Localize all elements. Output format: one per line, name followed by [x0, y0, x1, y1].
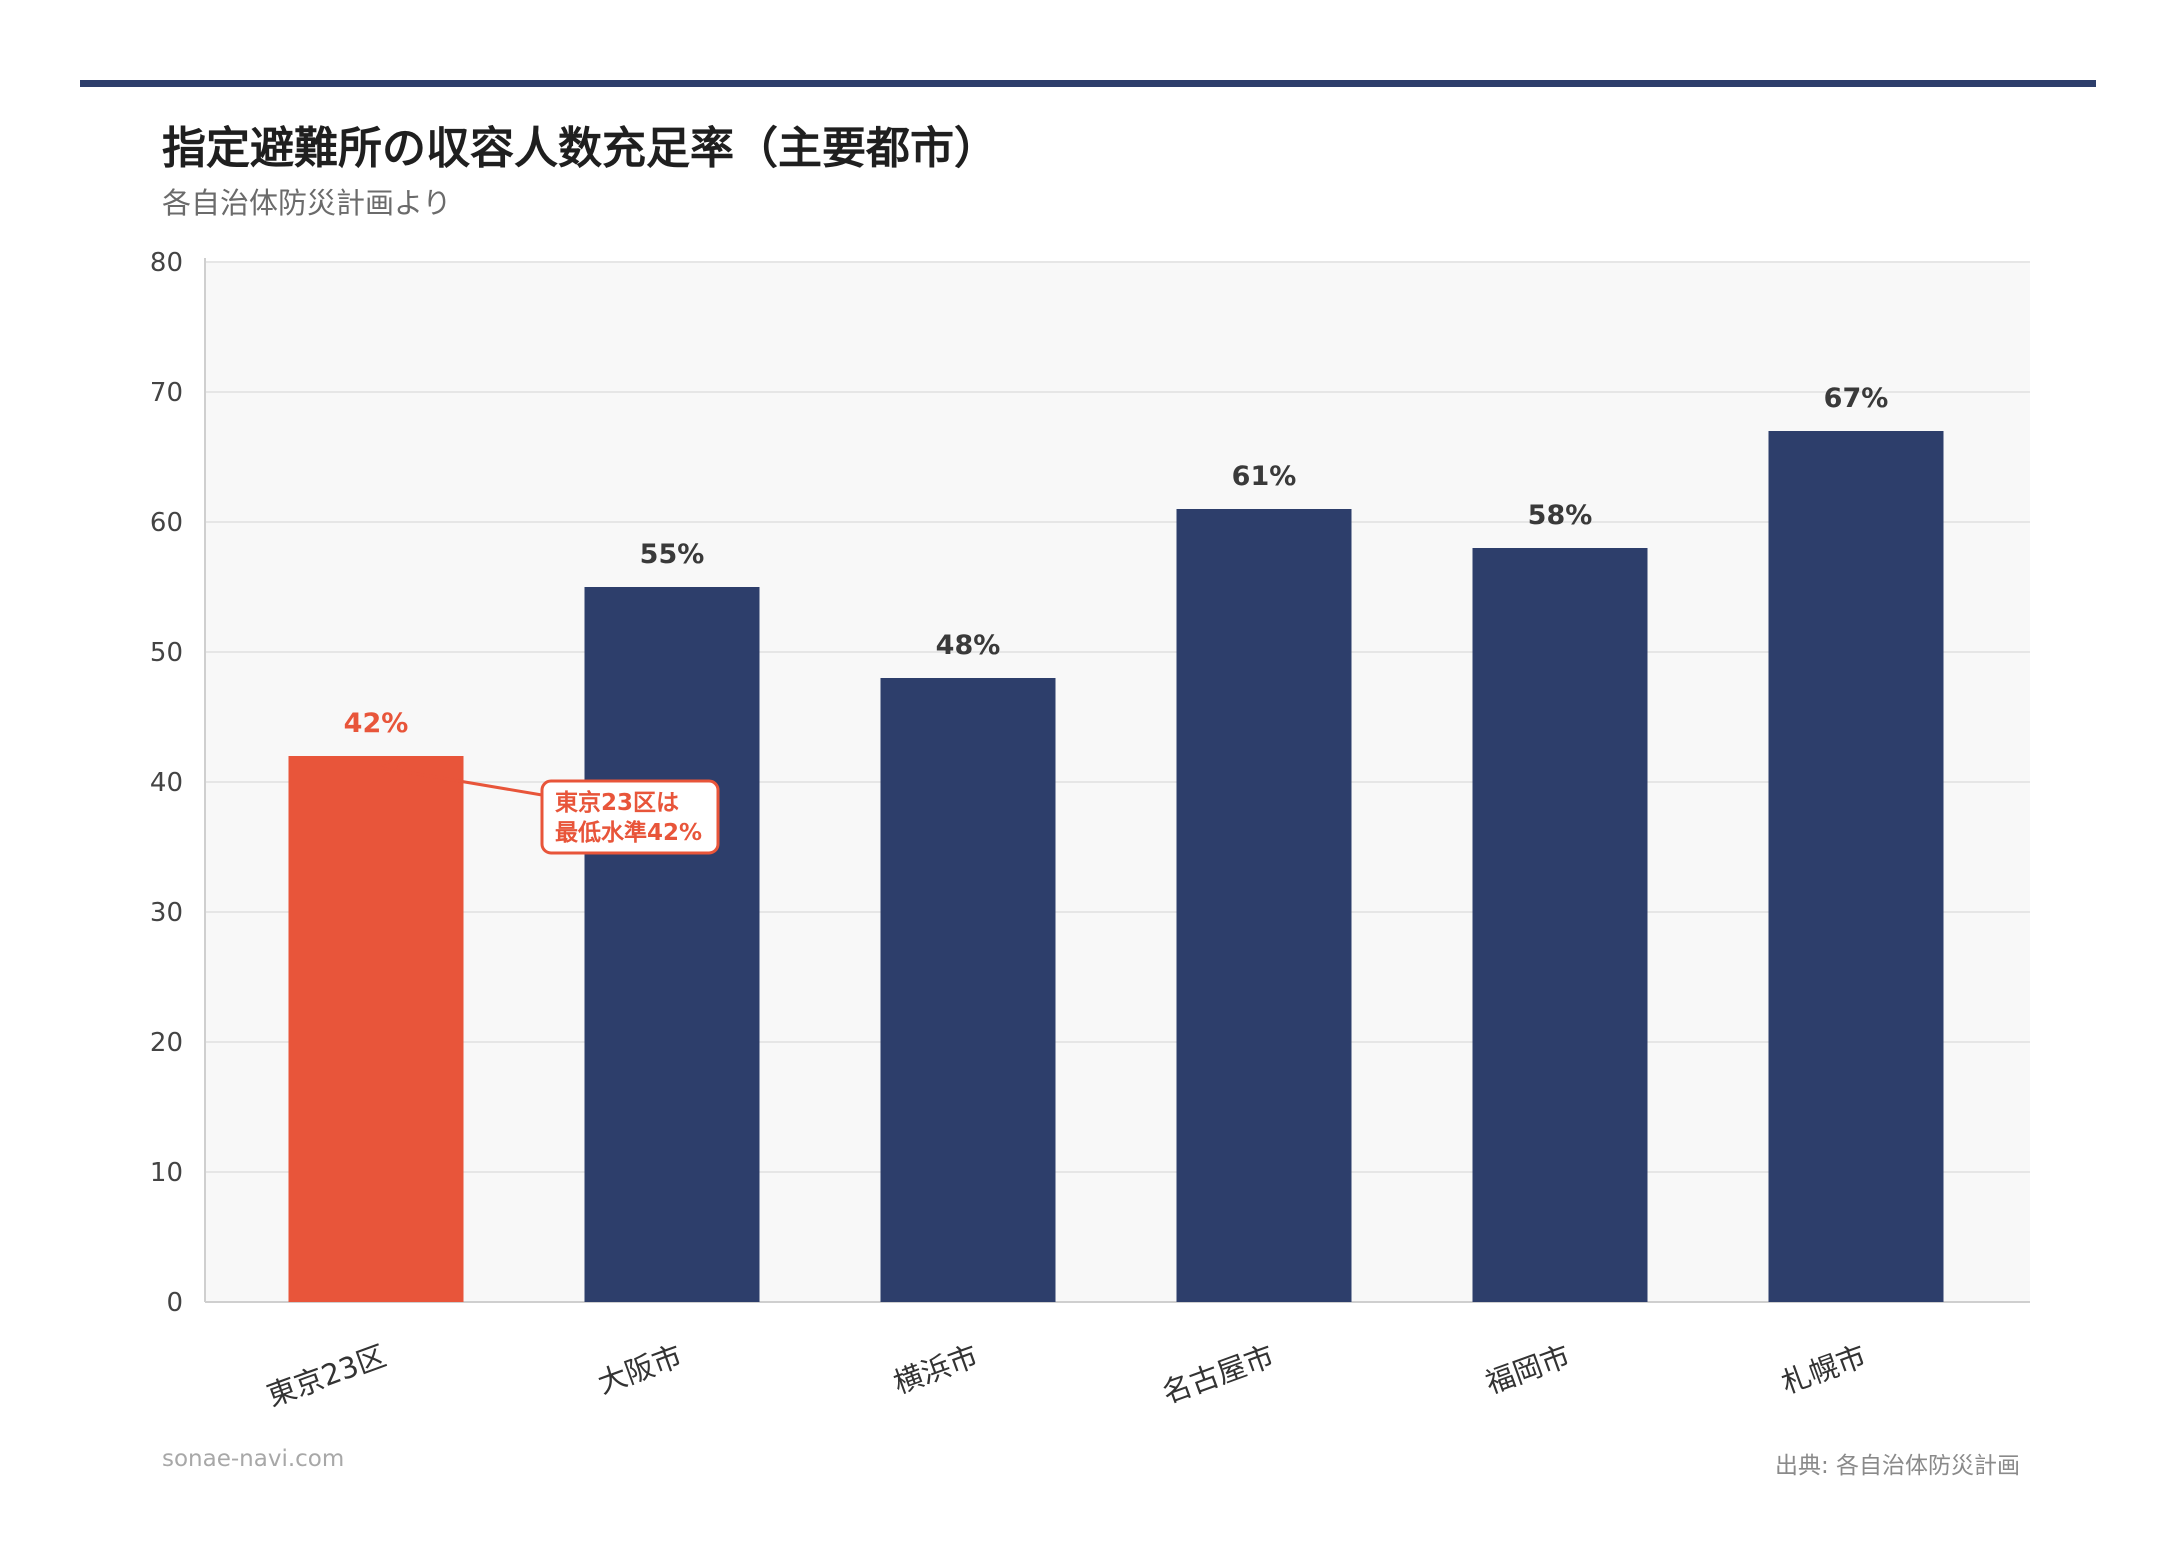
- category-label: 大阪市: [593, 1339, 686, 1401]
- data-label: 67%: [1824, 383, 1889, 414]
- y-tick-label: 10: [150, 1158, 183, 1188]
- data-label: 42%: [344, 708, 409, 739]
- y-tick-label: 80: [150, 248, 183, 278]
- data-label: 48%: [936, 630, 1001, 661]
- bar: [1176, 509, 1352, 1302]
- bar: [1472, 548, 1648, 1302]
- source-credit: 出典: 各自治体防災計画: [1774, 1453, 2020, 1479]
- annotation-arrowhead: [380, 760, 400, 770]
- category-label: 名古屋市: [1158, 1339, 1279, 1411]
- category-label: 横浜市: [889, 1339, 982, 1401]
- data-label: 61%: [1232, 461, 1297, 492]
- data-label: 58%: [1528, 500, 1593, 531]
- bar: [288, 756, 464, 1302]
- y-tick-label: 60: [150, 508, 183, 538]
- annotation-box: [540, 779, 720, 855]
- data-label: 55%: [640, 539, 705, 570]
- category-label: 札幌市: [1777, 1339, 1870, 1401]
- y-tick-label: 30: [150, 898, 183, 928]
- annotation-text: 最低水準42%: [555, 819, 702, 846]
- annotation-leader: [381, 766, 543, 797]
- category-label: 東京23区: [262, 1339, 390, 1413]
- chart-subtitle: 各自治体防災計画より: [162, 186, 452, 220]
- bar: [1768, 431, 1944, 1302]
- y-tick-label: 20: [150, 1028, 183, 1058]
- y-tick-label: 50: [150, 638, 183, 668]
- site-credit: sonae-navi.com: [162, 1446, 345, 1472]
- top-rule: [80, 80, 2096, 87]
- category-label: 福岡市: [1481, 1339, 1574, 1401]
- chart-title: 指定避難所の収容人数充足率（主要都市）: [162, 123, 998, 174]
- y-tick-label: 0: [166, 1288, 183, 1318]
- bar: [880, 678, 1056, 1302]
- y-tick-label: 40: [150, 768, 183, 798]
- y-tick-label: 70: [150, 378, 183, 408]
- bar: [584, 587, 760, 1302]
- annotation-text: 東京23区は: [555, 789, 679, 816]
